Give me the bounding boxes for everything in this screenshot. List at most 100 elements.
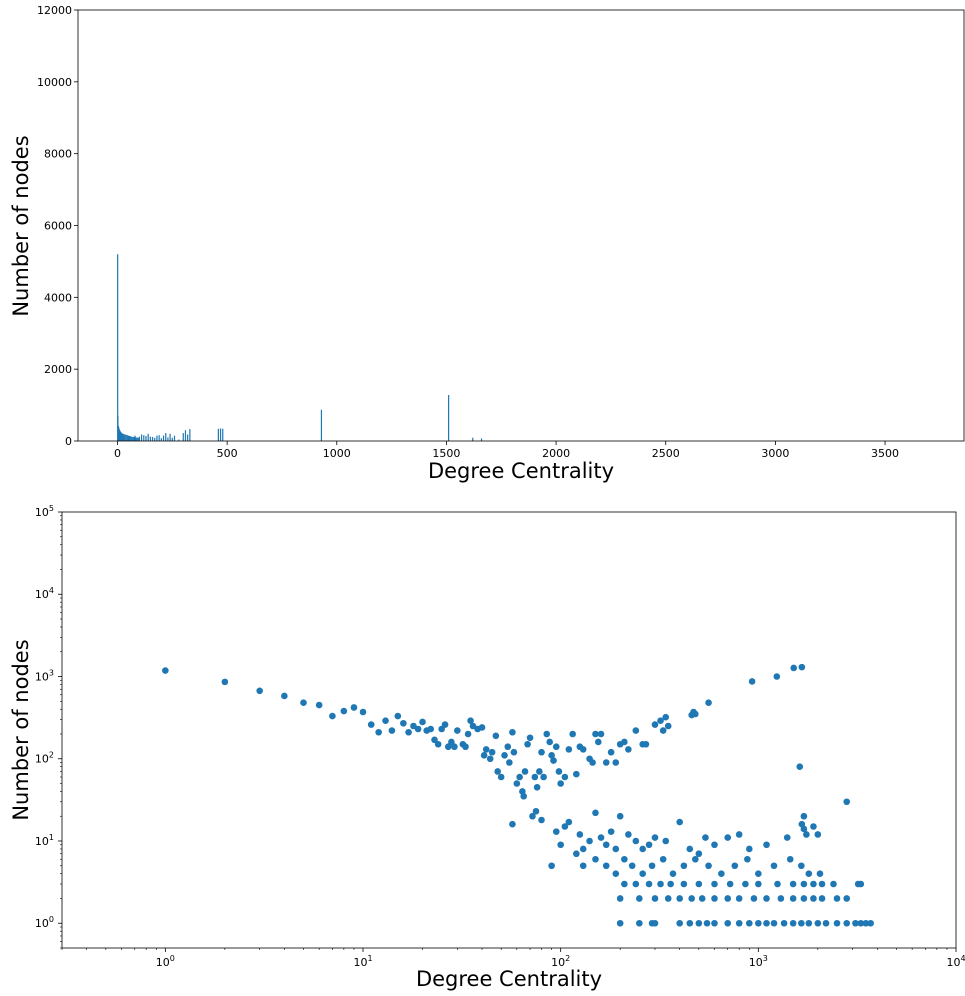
- histogram-bar: [189, 429, 191, 441]
- scatter-point: [676, 919, 683, 927]
- scatter-point: [579, 862, 587, 870]
- scatter-point: [616, 812, 624, 820]
- scatter-point: [667, 880, 674, 888]
- y-axis-ticks: 0 2000 4000 6000 8000 10000 12000: [37, 4, 78, 448]
- x-tick-label: 3500: [871, 447, 899, 460]
- scatter-point: [589, 759, 596, 766]
- scatter-point: [651, 721, 659, 728]
- x-axis-ticks: 0 500 1000 1500 2000 2500 3000 3500: [114, 441, 899, 460]
- scatter-point: [750, 895, 758, 902]
- scatter-point: [763, 919, 770, 927]
- histogram-bar: [126, 435, 128, 441]
- scatter-y-axis-label: Number of nodes: [9, 639, 33, 820]
- scatter-point: [695, 919, 703, 927]
- scatter-point: [612, 845, 620, 853]
- scatter-point: [798, 862, 805, 870]
- scatter-point: [810, 880, 817, 888]
- scatter-point: [651, 895, 659, 902]
- x-tick-label: 3000: [761, 447, 789, 460]
- scatter-point: [774, 880, 781, 888]
- histogram-bar: [149, 436, 151, 441]
- scatter-point: [686, 919, 694, 927]
- scatter-point: [520, 792, 527, 800]
- scatter-point: [755, 919, 762, 927]
- histogram-x-axis-label: Degree Centrality: [428, 459, 614, 483]
- scatter-point: [419, 718, 426, 726]
- histogram-bar: [154, 437, 156, 441]
- histogram-bar: [133, 437, 135, 441]
- histogram-bar: [173, 435, 176, 441]
- scatter-point: [538, 816, 545, 824]
- scatter-point: [735, 831, 743, 838]
- scatter-point: [565, 746, 573, 753]
- histogram-y-axis-label: Number of nodes: [9, 135, 33, 316]
- scatter-point: [770, 919, 778, 927]
- histogram-axes-frame: [77, 9, 965, 442]
- histogram-bar: [121, 433, 123, 441]
- scatter-point: [546, 738, 553, 746]
- scatter-point: [427, 725, 435, 733]
- scatter-point: [561, 823, 569, 830]
- scatter-point: [579, 746, 587, 753]
- scatter-point: [662, 837, 670, 845]
- scatter-point: [414, 725, 422, 733]
- histogram-bar: [138, 436, 141, 441]
- x-tick-label: 100: [156, 954, 175, 969]
- scatter-point: [639, 870, 646, 878]
- scatter-point: [478, 724, 486, 731]
- histogram-bar: [160, 438, 162, 441]
- scatter-point: [486, 755, 494, 763]
- scatter-point: [818, 895, 826, 902]
- scatter-x-axis-label: Degree Centrality: [416, 967, 602, 991]
- scatter-point: [388, 727, 396, 734]
- scatter-point: [731, 862, 739, 870]
- scatter-point: [625, 746, 632, 753]
- scatter-point: [621, 738, 628, 746]
- scatter-point: [579, 845, 587, 853]
- scatter-point: [510, 748, 518, 756]
- scatter-point: [705, 862, 712, 870]
- scatter-point: [602, 759, 610, 766]
- scatter-point: [506, 759, 513, 766]
- scatter-point: [657, 717, 664, 725]
- x-tick-label: 2500: [652, 447, 680, 460]
- scatter-point: [573, 850, 580, 858]
- scatter-point: [509, 728, 516, 736]
- scatter-point: [602, 862, 610, 870]
- histogram-bar: [120, 432, 122, 441]
- scatter-point: [852, 919, 859, 927]
- scatter-point: [531, 773, 539, 781]
- x-tick-label: 101: [353, 954, 372, 969]
- scatter-point: [509, 820, 516, 828]
- histogram-bar: [131, 436, 133, 441]
- scatter-point: [642, 740, 650, 748]
- scatter-point: [735, 895, 743, 902]
- histogram-bar: [217, 428, 219, 441]
- histogram-bar: [132, 436, 134, 441]
- scatter-point: [400, 719, 407, 727]
- scatter-point: [602, 841, 610, 849]
- histogram-bar: [162, 435, 165, 441]
- histogram-bar: [158, 435, 160, 441]
- y-tick-label: 0: [65, 435, 72, 448]
- scatter-point: [612, 759, 620, 766]
- scatter-point: [625, 831, 632, 838]
- scatter-point: [315, 701, 323, 709]
- scatter-point: [718, 870, 725, 878]
- scatter-point: [548, 752, 555, 759]
- scatter-point: [705, 699, 712, 707]
- scatter-axes-frame: [61, 511, 957, 949]
- histogram-bar: [156, 435, 158, 441]
- scatter-point: [501, 752, 508, 759]
- scatter-point: [659, 855, 667, 863]
- histogram-bar: [320, 409, 323, 441]
- histogram-bar: [135, 437, 137, 441]
- x-tick-label: 500: [217, 447, 238, 460]
- scatter-point: [680, 862, 688, 870]
- histogram-bar: [137, 437, 139, 441]
- scatter-point: [651, 834, 659, 841]
- scatter-point: [612, 870, 620, 878]
- scatter-point: [711, 919, 718, 927]
- scatter-point: [676, 818, 683, 826]
- scatter-point: [786, 855, 794, 863]
